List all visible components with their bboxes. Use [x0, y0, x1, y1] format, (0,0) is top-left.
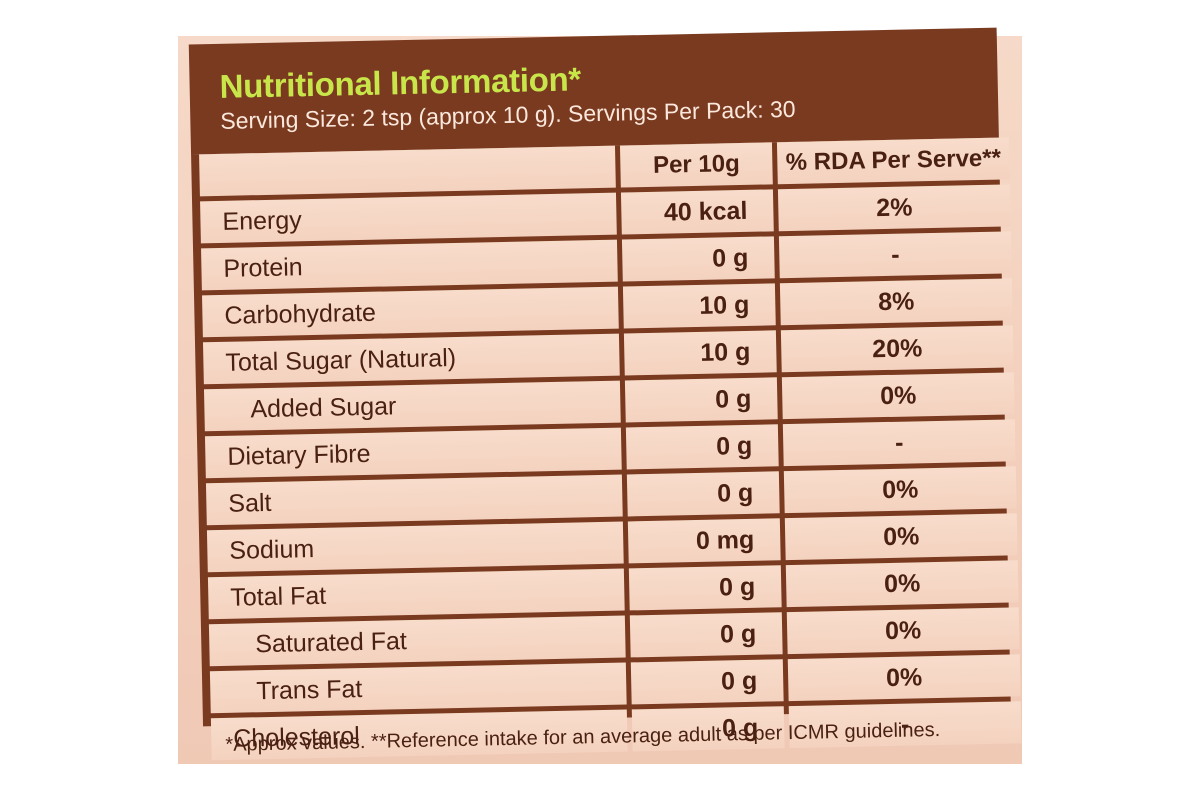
- nutrient-name: Trans Fat: [209, 662, 627, 714]
- nutrient-name: Total Sugar (Natural): [202, 333, 620, 385]
- nutrient-name: Sodium: [206, 521, 624, 573]
- nutrient-rda: 20%: [780, 325, 1014, 373]
- nutrient-value: 0 g: [625, 424, 779, 470]
- nutrition-label: Nutritional Information* Serving Size: 2…: [188, 27, 1022, 761]
- nutrient-name: Carbohydrate: [202, 286, 619, 338]
- nutrient-value: 10 g: [623, 330, 777, 376]
- nutrient-value: 0 g: [624, 377, 778, 423]
- nutrient-rda: 2%: [777, 184, 1011, 232]
- nutrient-rda: -: [778, 231, 1012, 279]
- nutrient-value: 0 g: [628, 565, 782, 611]
- nutrient-rda: 0%: [785, 560, 1019, 608]
- nutrient-rda: 0%: [787, 654, 1021, 702]
- nutrient-name: Added Sugar: [203, 380, 621, 432]
- nutrient-value: 40 kcal: [620, 189, 774, 235]
- nutrient-name: Salt: [205, 474, 623, 526]
- nutrient-rda: 0%: [783, 466, 1017, 514]
- nutrient-rda: 0%: [786, 607, 1020, 655]
- header-cell-per-10g: Per 10g: [619, 142, 773, 188]
- header-cell-rda: % RDA Per Serve**: [776, 137, 1010, 185]
- header-cell-nutrient: [199, 145, 616, 197]
- nutrient-value: 0 g: [630, 659, 784, 705]
- nutrient-rda: 0%: [781, 372, 1015, 420]
- nutrient-name: Total Fat: [207, 568, 625, 620]
- nutrient-rda: 8%: [779, 278, 1013, 326]
- nutrient-rda: 0%: [784, 513, 1018, 561]
- nutrient-value: 0 g: [629, 612, 783, 658]
- nutrient-value: 0 g: [621, 236, 775, 282]
- nutrient-value: 10 g: [622, 283, 776, 329]
- nutrition-table: Per 10g % RDA Per Serve** Energy 40 kcal 2…: [199, 137, 1022, 761]
- label-title: Nutritional Information*: [219, 60, 582, 105]
- nutrition-table-frame: Per 10g % RDA Per Serve** Energy 40 kcal 2…: [191, 137, 1022, 761]
- nutrient-value: 0 mg: [627, 518, 781, 564]
- nutrient-name: Energy: [200, 192, 617, 244]
- label-header: Nutritional Information* Serving Size: 2…: [188, 27, 999, 155]
- nutrient-name: Saturated Fat: [208, 615, 626, 667]
- nutrient-rda: -: [782, 419, 1016, 467]
- nutrient-name: Dietary Fibre: [204, 427, 622, 479]
- nutrient-name: Protein: [201, 239, 618, 291]
- nutrient-value: 0 g: [626, 471, 780, 517]
